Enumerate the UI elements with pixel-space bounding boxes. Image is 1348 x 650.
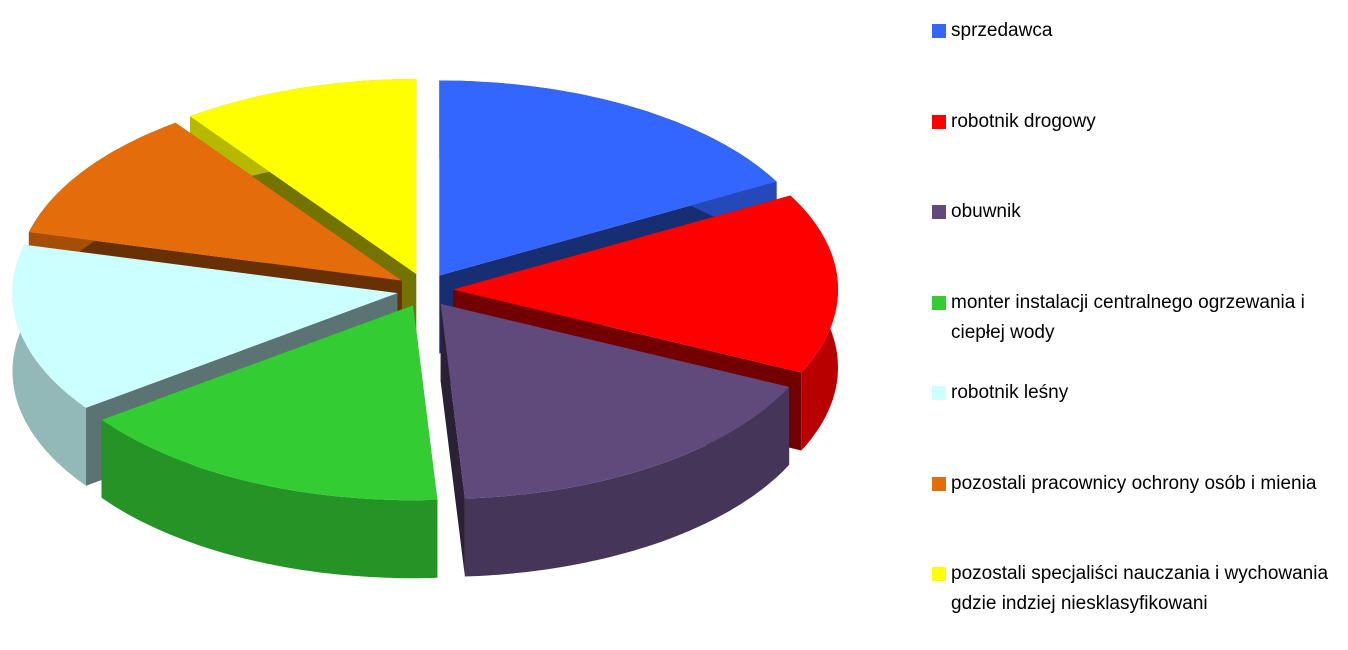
legend-item: monter instalacji centralnego ogrzewania… [932,288,1342,379]
slice-side [440,303,465,577]
legend: sprzedawca robotnik drogowy obuwnik monter … [932,16,1342,650]
legend-label: obuwnik [951,201,1021,222]
legend-swatch [932,567,946,581]
legend-item: pozostali specjaliści nauczania i wychow… [932,559,1342,650]
slice [453,195,838,373]
legend-item: sprzedawca [932,16,1342,107]
legend-label: monter instalacji centralnego ogrzewania… [951,291,1305,343]
legend-item: pozostali pracownicy ochrony osób i mien… [932,469,1342,560]
slice [440,303,790,499]
legend-swatch [932,476,946,491]
legend-label: robotnik leśny [951,382,1069,403]
slice-wall [12,244,86,486]
slice [190,79,417,274]
legend-label: pozostali pracownicy ochrony osób i mien… [951,472,1317,494]
legend-item: robotnik leśny [932,378,1342,469]
chart [12,79,838,579]
legend-swatch [932,24,946,38]
slice [12,244,398,408]
slice [28,122,402,281]
legend-swatch [932,205,946,219]
legend-item: obuwnik [932,197,1342,288]
slice-wall [101,419,438,579]
legend-label: pozostali specjaliści nauczania i wychow… [951,563,1329,614]
legend-swatch [932,114,946,129]
legend-label: sprzedawca [951,20,1053,41]
legend-swatch [932,386,946,400]
slice [439,80,777,276]
legend-label: robotnik drogowy [951,110,1096,132]
slice [101,305,438,501]
slice-wall [464,386,790,577]
legend-item: robotnik drogowy [932,107,1342,198]
legend-swatch [932,295,946,310]
